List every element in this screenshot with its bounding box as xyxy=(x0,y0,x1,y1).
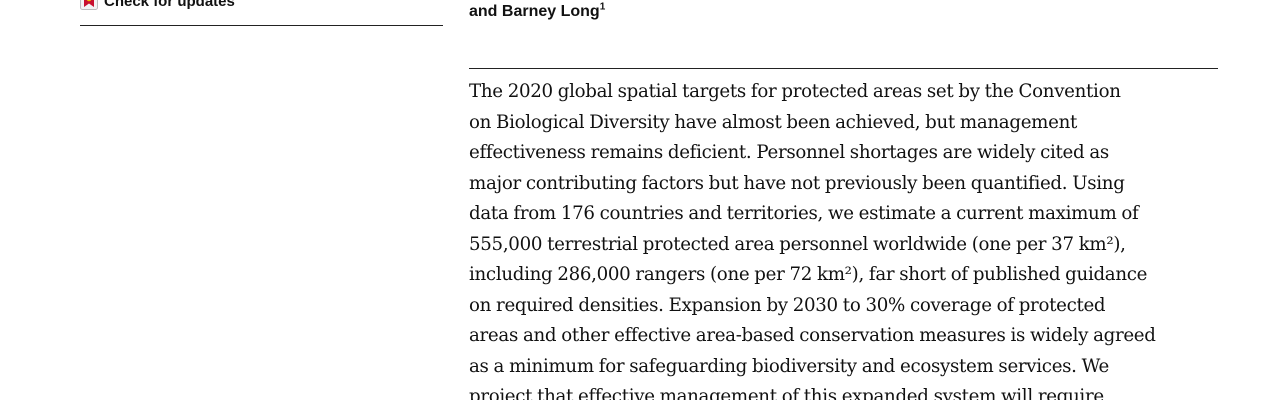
abstract-line: areas and other effective area-based con… xyxy=(469,325,1156,346)
abstract-line: including 286,000 rangers (one per 72 km… xyxy=(469,264,1148,285)
abstract-line: as a minimum for safeguarding biodiversi… xyxy=(469,355,1110,377)
check-for-updates-label: Check for updates xyxy=(104,0,235,10)
affiliation-mark: 1 xyxy=(599,1,606,13)
crossmark-icon xyxy=(80,0,98,10)
abstract: The 2020 global spatial targets for prot… xyxy=(469,77,1219,400)
abstract-line: on Biological Diversity have almost been… xyxy=(469,111,1077,133)
author-names: and Barney Long xyxy=(469,3,600,20)
check-for-updates-link[interactable]: Check for updates xyxy=(80,0,443,12)
sidebar-divider xyxy=(80,25,443,26)
abstract-line: data from 176 countries and territories,… xyxy=(469,203,1139,224)
abstract-line: project that effective management of thi… xyxy=(469,386,1104,400)
abstract-line: effectiveness remains deficient. Personn… xyxy=(469,142,1109,163)
author-list: and Barney Long1 xyxy=(469,0,605,24)
abstract-line: 555,000 terrestrial protected area perso… xyxy=(469,233,1126,255)
sidebar: Check for updates xyxy=(80,0,443,12)
abstract-line: The 2020 global spatial targets for prot… xyxy=(469,81,1121,102)
abstract-line: on required densities. Expansion by 2030… xyxy=(469,294,1106,316)
abstract-divider xyxy=(469,68,1218,69)
abstract-line: major contributing factors but have not … xyxy=(469,172,1125,194)
